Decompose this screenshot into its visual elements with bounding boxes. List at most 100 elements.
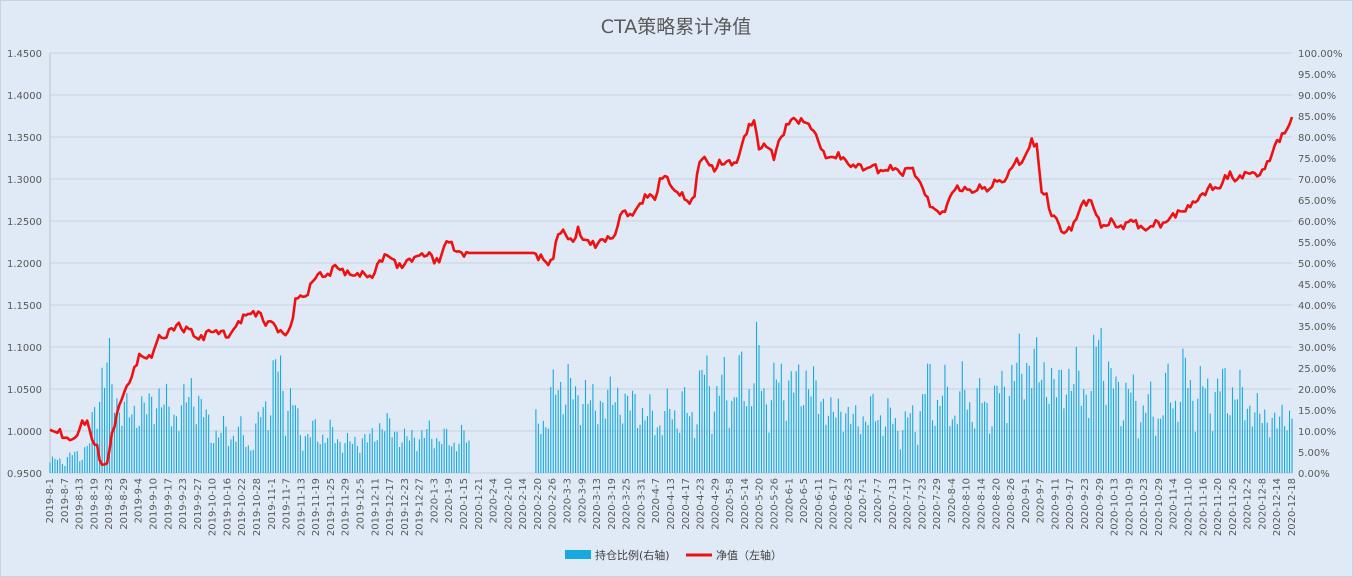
position-bar (914, 432, 916, 473)
position-bar (597, 424, 599, 473)
position-bar (84, 447, 86, 473)
position-bar (267, 430, 269, 473)
x-tick-label: 2020-4-29 (710, 478, 721, 530)
position-bar (842, 431, 844, 473)
position-bar (1112, 388, 1115, 473)
position-bar (394, 431, 396, 473)
position-bar (299, 435, 301, 473)
position-bar (101, 367, 103, 473)
position-bar (1212, 431, 1214, 473)
position-bar (1083, 389, 1085, 473)
x-tick-label: 2019-11-13 (296, 478, 307, 536)
x-tick-label: 2020-12-14 (1272, 478, 1283, 536)
legend-bar-label: 持仓比例(右轴) (595, 548, 670, 562)
position-bar (721, 374, 723, 473)
position-bar (624, 393, 626, 473)
x-tick-label: 2020-12-2 (1243, 478, 1254, 530)
position-bar (954, 415, 956, 473)
position-bar (964, 389, 966, 473)
position-bar (178, 430, 180, 473)
x-tick-label: 2020-10-19 (1124, 478, 1135, 536)
position-bar (64, 465, 66, 473)
position-bar (1152, 416, 1154, 473)
position-bar (317, 441, 319, 473)
x-tick-label: 2020-7-13 (888, 478, 899, 530)
left-tick-label: 1.1000 (7, 343, 42, 354)
right-tick-label: 30.00% (1298, 343, 1336, 354)
position-bar (322, 434, 324, 473)
position-bar (1241, 387, 1243, 473)
chart-legend[interactable]: 持仓比例(右轴) 净值（左轴） (565, 548, 782, 562)
position-bar (247, 445, 249, 473)
position-bar (629, 410, 631, 473)
position-bar (1229, 415, 1231, 473)
position-bar (1098, 339, 1100, 473)
position-bar (1073, 383, 1075, 473)
position-bar (366, 442, 368, 473)
position-bar (369, 433, 371, 473)
position-bar (1214, 391, 1216, 473)
position-bar (123, 401, 125, 473)
position-bar (344, 443, 346, 473)
position-bar (830, 397, 832, 473)
position-bar (827, 415, 829, 473)
x-tick-label: 2019-8-29 (119, 478, 130, 530)
position-bar (49, 462, 51, 473)
position-bar (632, 390, 634, 473)
position-bar (1093, 334, 1095, 473)
position-bar (696, 424, 698, 473)
position-bar (272, 360, 274, 473)
position-bar (1140, 422, 1142, 473)
position-bar (1147, 394, 1149, 473)
position-bar (1137, 438, 1139, 473)
position-bar (262, 407, 264, 473)
position-bar (1142, 405, 1144, 473)
position-bar (582, 404, 584, 473)
right-tick-label: 45.00% (1298, 280, 1336, 291)
position-bar (716, 386, 718, 473)
right-tick-label: 95.00% (1298, 70, 1336, 81)
right-tick-label: 25.00% (1298, 364, 1336, 375)
position-bar (463, 430, 465, 473)
x-tick-label: 2019-8-19 (89, 478, 100, 530)
position-bar (89, 443, 91, 473)
position-bar (329, 419, 331, 473)
position-bar (148, 393, 150, 473)
position-bar (708, 386, 710, 473)
position-bar (845, 413, 847, 473)
position-bar (919, 411, 921, 473)
left-tick-label: 1.1500 (7, 301, 42, 312)
position-bar (381, 429, 383, 473)
position-bar (165, 383, 168, 473)
position-bar (1219, 391, 1221, 473)
position-bar (451, 446, 453, 473)
position-bar (168, 406, 170, 473)
position-bar (289, 388, 292, 473)
x-tick-label: 2019-11-29 (341, 478, 352, 536)
left-axis-ticks: 0.9500 1.0000 1.0500 1.1000 1.1500 1.2000 1.25… (7, 49, 42, 480)
right-tick-label: 50.00% (1298, 259, 1336, 270)
position-bar (736, 397, 738, 473)
position-bar (1165, 372, 1167, 473)
position-bar (309, 437, 311, 473)
position-bar (131, 414, 133, 473)
position-bar (232, 435, 234, 473)
position-bar (1026, 362, 1028, 473)
position-bar (646, 416, 648, 473)
position-bar (334, 443, 336, 473)
position-bar (431, 438, 433, 473)
position-bar (882, 435, 884, 473)
position-bar (584, 379, 587, 473)
x-tick-label: 2020-8-26 (1006, 478, 1017, 530)
position-bar (1117, 381, 1120, 473)
position-bar (874, 421, 877, 473)
x-tick-label: 2019-8-7 (60, 478, 71, 523)
position-bar (1160, 418, 1162, 473)
position-bar (713, 411, 715, 473)
position-bar (1103, 380, 1105, 473)
position-bar (188, 397, 190, 473)
position-bar (666, 388, 668, 473)
x-tick-label: 2020-5-8 (725, 478, 736, 523)
position-bar (341, 452, 344, 473)
position-bar (741, 351, 743, 473)
